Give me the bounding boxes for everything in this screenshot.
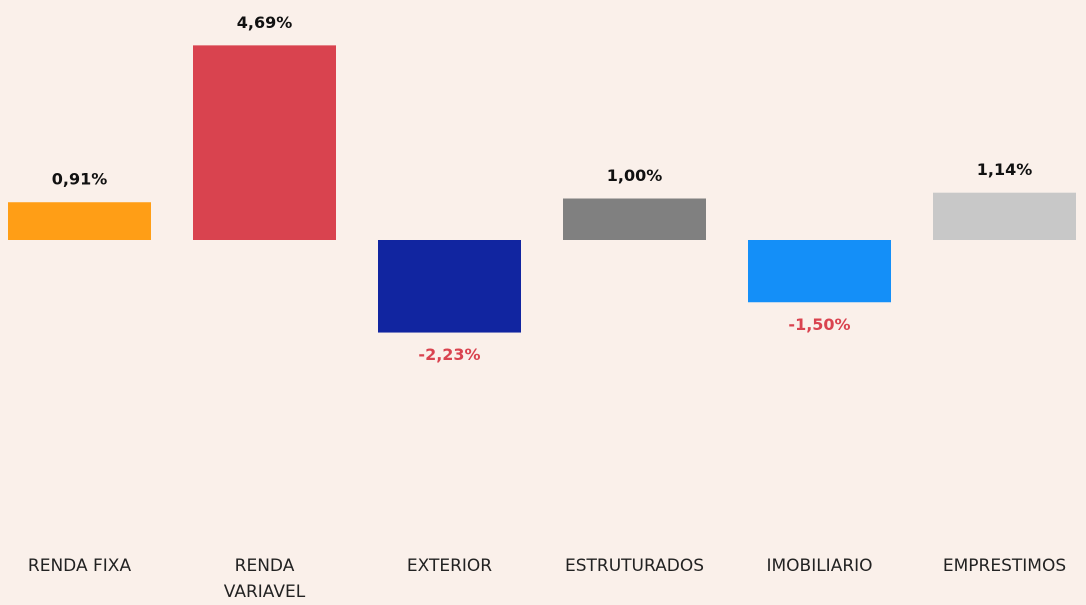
category-label: RENDA FIXA [8, 553, 151, 579]
category-text: RENDA VARIAVEL [223, 556, 306, 602]
bar [193, 45, 336, 240]
value-label: 0,91% [52, 170, 108, 189]
value-label: -1,50% [788, 315, 850, 334]
bar [563, 198, 706, 240]
bar [933, 192, 1076, 240]
category-label: EMPRESTIMOS [933, 553, 1076, 579]
category-text: IMOBILIARIO [766, 556, 873, 576]
bar [748, 240, 891, 303]
category-label: IMOBILIARIO [748, 553, 891, 579]
category-text: EMPRESTIMOS [942, 556, 1067, 576]
bar [378, 240, 521, 333]
category-text: EXTERIOR [406, 556, 493, 576]
category-label: EXTERIOR [378, 553, 521, 579]
category-text: RENDA FIXA [27, 556, 132, 576]
value-label: -2,23% [418, 345, 480, 364]
category-label: RENDA VARIAVEL [193, 553, 336, 605]
category-label: ESTRUTURADOS [563, 553, 706, 579]
value-label: 4,69% [237, 13, 293, 32]
value-label: 1,14% [977, 160, 1033, 179]
category-text: ESTRUTURADOS [564, 556, 704, 576]
value-label: 1,00% [607, 166, 663, 185]
bar [8, 202, 151, 240]
